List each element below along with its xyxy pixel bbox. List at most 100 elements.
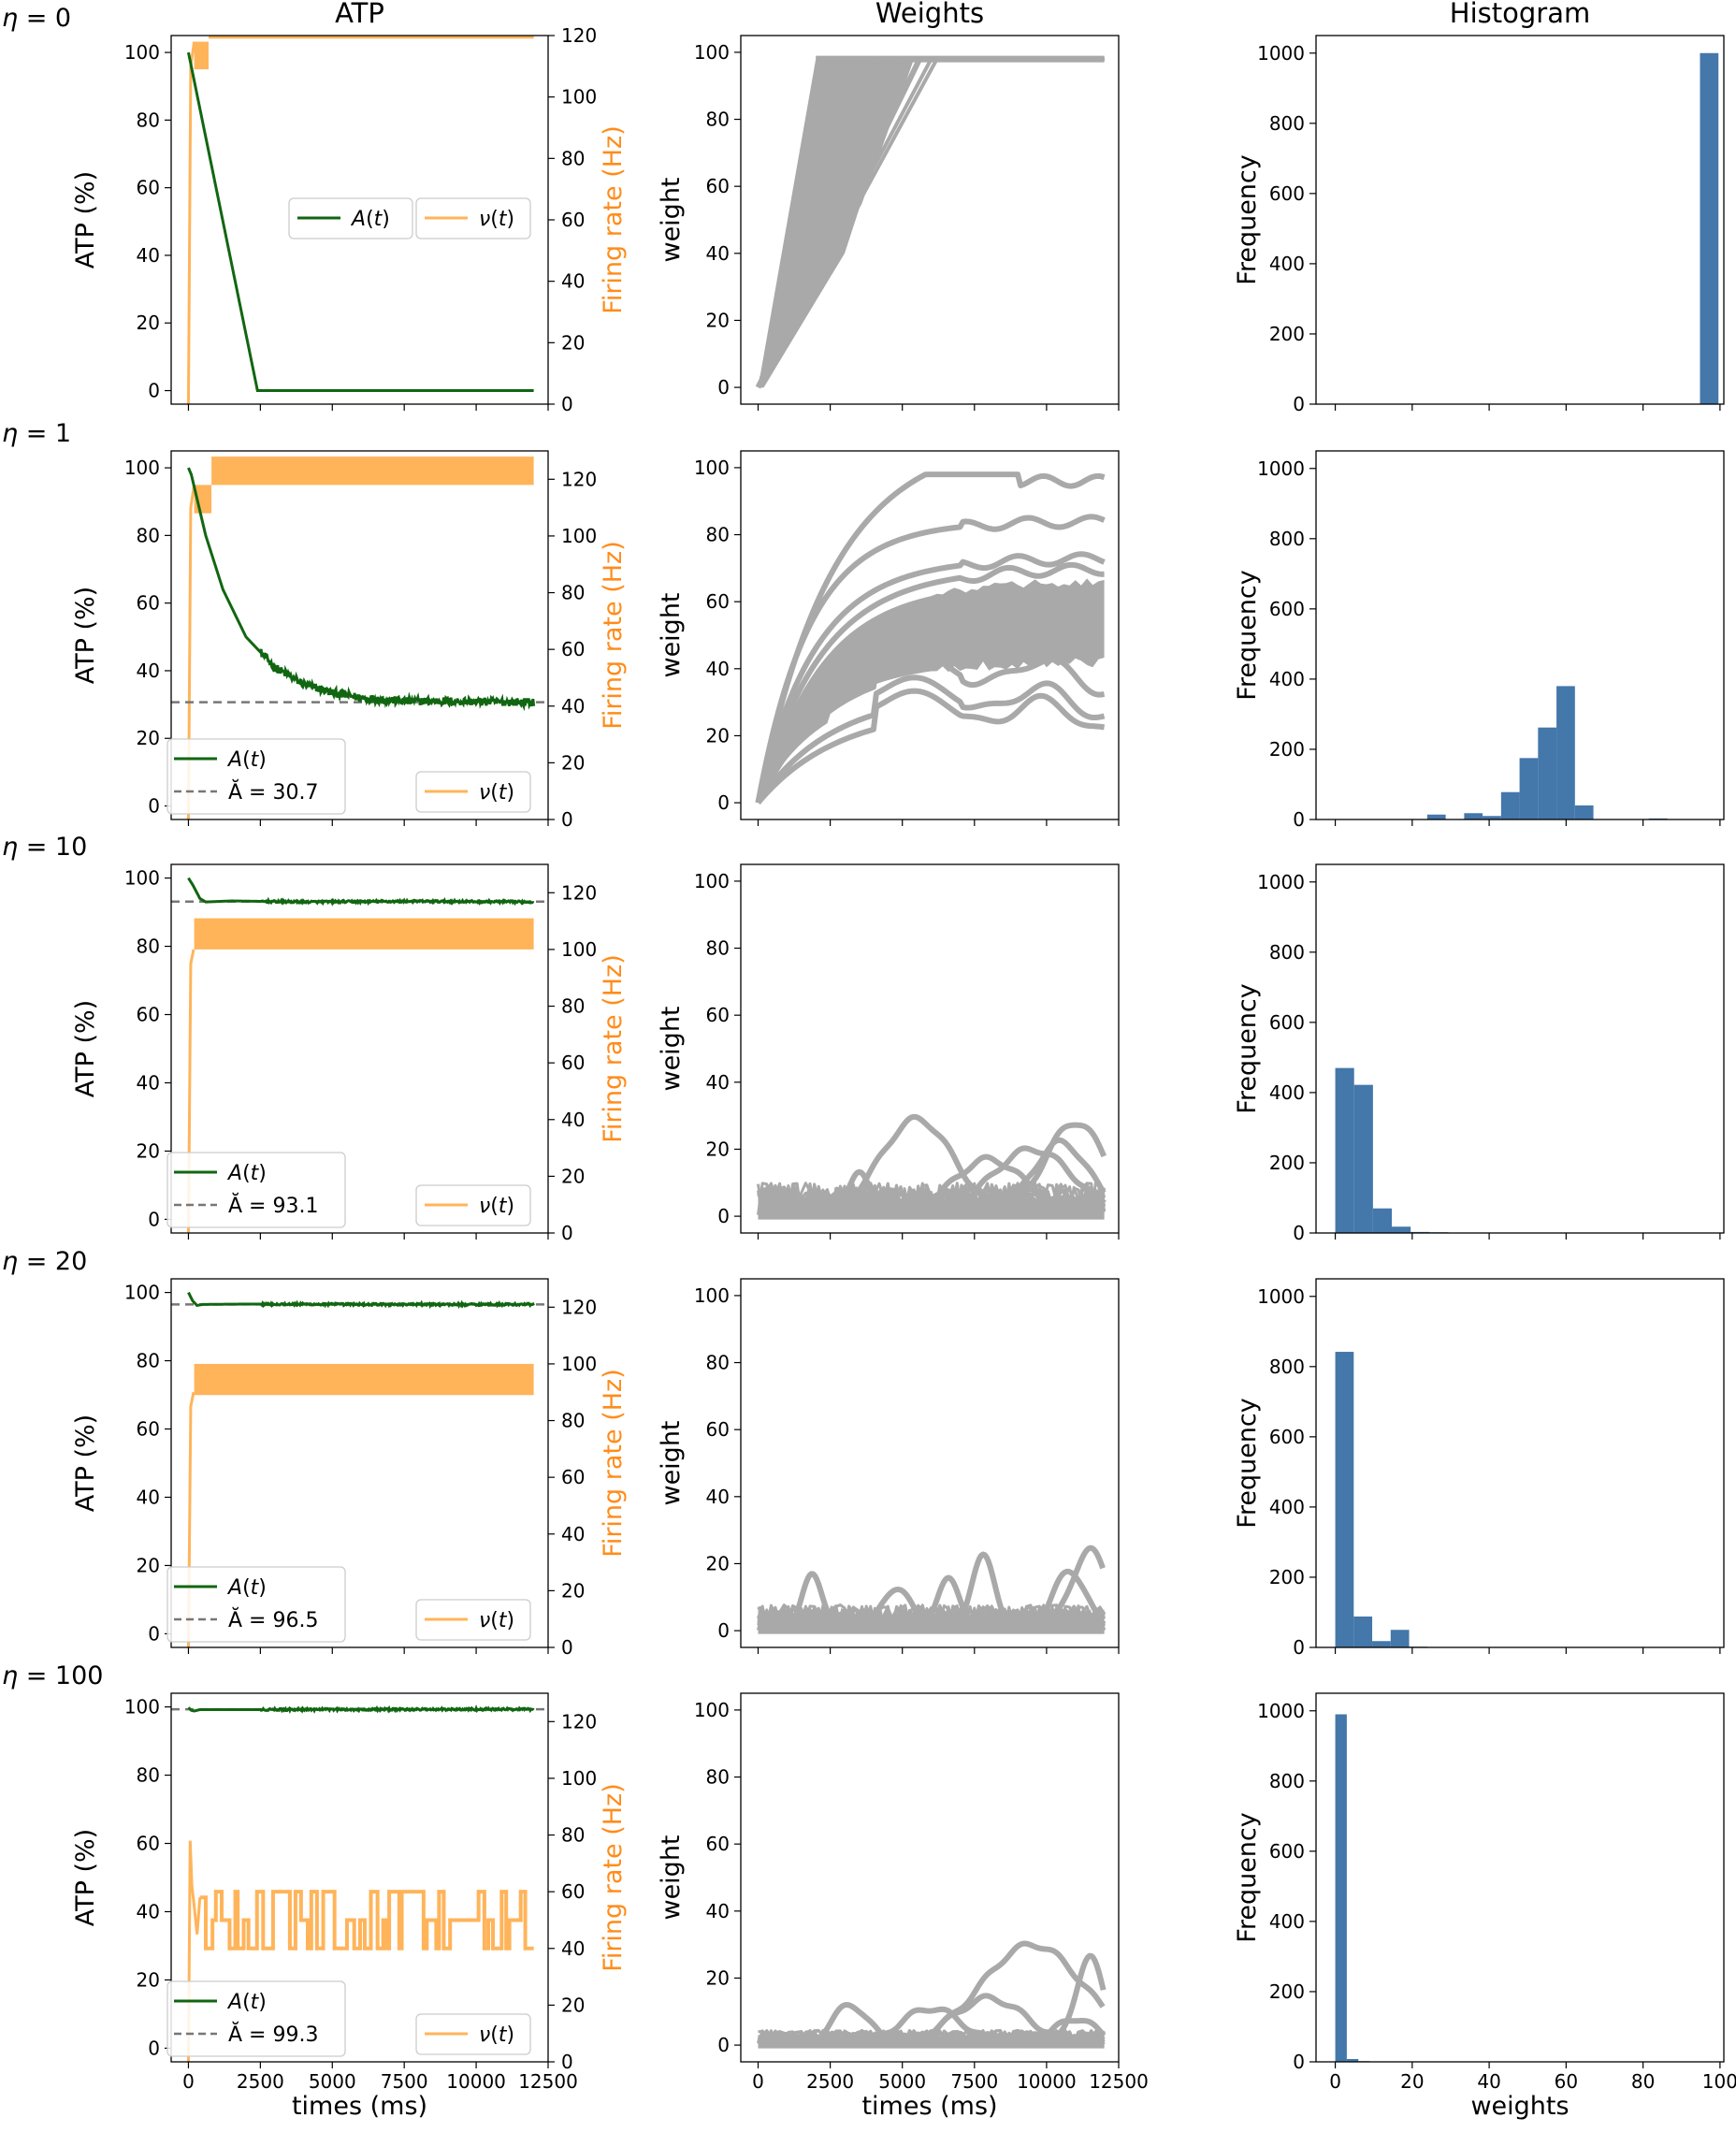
plot-frame: [170, 1692, 549, 2063]
y-tick-label: 80: [706, 937, 730, 960]
weight-trace: [755, 551, 1106, 804]
y-tick-label: 60: [137, 1833, 160, 1855]
legend-mean-label: Ă = 30.7: [228, 779, 318, 805]
weight-trace: [784, 2002, 917, 2049]
y-axis-label: ATP (%): [71, 587, 100, 684]
legend-text-part: ): [258, 1162, 267, 1185]
y-tick-label: 800: [1269, 1770, 1305, 1792]
hist-panel: 0 200 400 600 800 1000 Frequency: [1233, 35, 1725, 415]
firing-rate-band: [194, 1363, 534, 1396]
column-title-histogram: Histogram: [1450, 0, 1590, 29]
y-tick-label: 800: [1269, 1356, 1305, 1378]
eta-label: η = 100: [2, 1661, 103, 1690]
weights-panel: 0 20 40 60 80 100 weight: [657, 450, 1120, 826]
x-tick-label: 10000: [1017, 2070, 1077, 2093]
y-axis-label: weight: [657, 177, 686, 262]
eta-label: η = 0: [2, 4, 71, 33]
y-tick-label: 200: [1269, 1152, 1305, 1174]
y-tick-label: 60: [706, 1004, 730, 1026]
y2-tick-label: 60: [561, 1466, 585, 1488]
y2-tick-label: 0: [561, 1636, 573, 1659]
x-tick-label: 12500: [1089, 2070, 1149, 2093]
legend-atp-label: A(t): [350, 208, 390, 231]
y-tick-label: 100: [694, 870, 730, 892]
histogram-bar: [1574, 805, 1594, 819]
atp-line: [186, 51, 534, 393]
y2-tick-label: 80: [561, 147, 585, 169]
legend-text-part: ): [258, 748, 267, 772]
y-tick-label: 60: [706, 1418, 730, 1441]
atp-line: [187, 877, 535, 906]
weights-panel: 0 20 40 60 80 100 weight: [657, 1278, 1120, 1654]
y-tick-label: 40: [137, 244, 160, 267]
weight-trace: [1023, 1545, 1106, 1634]
legend-atp-label: A(t): [226, 748, 267, 772]
legend-text-part: t: [251, 748, 260, 772]
plot-area: [757, 1113, 1107, 1220]
y-tick-label: 600: [1269, 1426, 1305, 1448]
y-tick-label: 0: [148, 1208, 160, 1230]
plot-frame: [1315, 1278, 1725, 1648]
x-axis-label: times (ms): [861, 2092, 997, 2121]
legend-text-part: t: [251, 1991, 260, 2014]
legend-text-part: t: [499, 1609, 508, 1632]
y-tick-label: 40: [137, 1071, 160, 1094]
legend-text-part: t: [499, 208, 508, 231]
legend-text-part: t: [251, 1576, 260, 1600]
legend-text-part: ν: [479, 781, 490, 805]
y-tick-label: 60: [137, 592, 160, 615]
y-tick-label: 100: [694, 457, 730, 479]
y-tick-label: 20: [706, 1552, 730, 1574]
plot-area: [757, 1545, 1107, 1634]
plot-area: [171, 457, 548, 819]
y-tick-label: 40: [706, 1486, 730, 1508]
weights-panel: 0 20 40 60 80 100 weight: [657, 863, 1120, 1240]
y-axis-label: Frequency: [1233, 1812, 1262, 1943]
legend-text-part: ν: [479, 208, 490, 231]
eta-label: η = 10: [2, 833, 87, 862]
weight-trace: [1038, 1952, 1107, 2049]
y-tick-label: 60: [137, 1004, 160, 1026]
legend-text-part: A: [226, 1991, 242, 2014]
legend-text-part: (: [242, 1991, 251, 2014]
x-tick-label: 10000: [446, 2070, 506, 2093]
legend-text-part: ): [382, 208, 390, 231]
legend-mean-label: Ă = 99.3: [228, 2022, 318, 2047]
y2-tick-label: 40: [561, 270, 585, 293]
y2-tick-label: 80: [561, 582, 585, 604]
eta-label-part: = 100: [18, 1661, 103, 1690]
y-tick-label: 0: [148, 795, 160, 818]
y-tick-label: 1000: [1257, 457, 1305, 480]
y-tick-label: 0: [717, 1619, 730, 1642]
firing-rate-band: [208, 36, 534, 39]
column-title-weights: Weights: [875, 0, 984, 29]
legend-rate-label: ν(t): [479, 2023, 514, 2047]
legend-text-part: (: [490, 208, 499, 231]
plot-frame: [740, 450, 1120, 820]
y-tick-label: 0: [717, 376, 730, 399]
eta-label: η = 1: [2, 419, 71, 448]
weight-trace: [775, 1571, 849, 1634]
legend-text-part: A: [226, 1576, 242, 1600]
y-tick-label: 0: [1293, 1636, 1305, 1659]
eta-label-part: = 0: [18, 4, 71, 33]
y-tick-label: 600: [1269, 1840, 1305, 1863]
histogram-bar: [1335, 1714, 1347, 2062]
y-tick-label: 600: [1269, 598, 1305, 620]
y2-axis-label: Firing rate (Hz): [599, 1783, 628, 1971]
y2-tick-label: 60: [561, 209, 585, 231]
weight-trace: [887, 1145, 1107, 1220]
x-tick-label: 2500: [237, 2070, 284, 2093]
y-tick-label: 40: [137, 1486, 160, 1508]
y2-tick-label: 40: [561, 1109, 585, 1131]
y-tick-label: 400: [1269, 1081, 1305, 1104]
y-tick-label: 80: [706, 524, 730, 546]
y-tick-label: 80: [137, 935, 160, 958]
y-tick-label: 600: [1269, 182, 1305, 205]
x-tick-label: 5000: [878, 2070, 926, 2093]
y-tick-label: 80: [137, 1350, 160, 1372]
y2-tick-label: 80: [561, 995, 585, 1018]
y2-tick-label: 100: [561, 525, 597, 547]
histogram-bar: [1335, 1067, 1354, 1233]
y-tick-label: 40: [706, 1071, 730, 1094]
